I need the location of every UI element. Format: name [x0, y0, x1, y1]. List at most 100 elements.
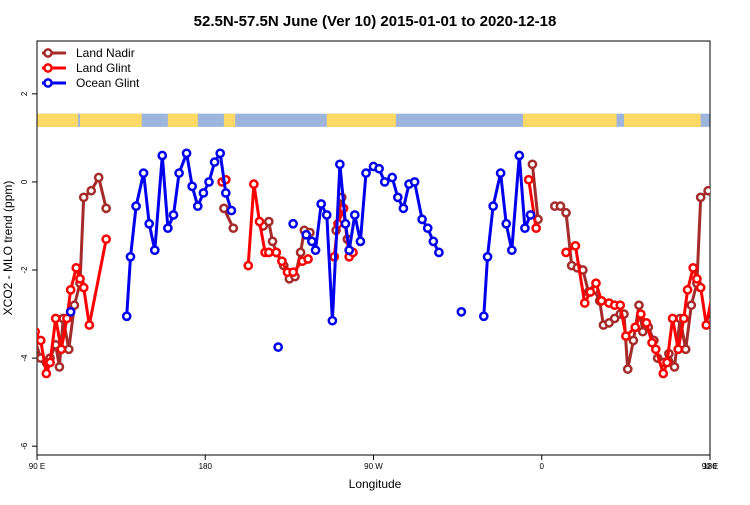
legend-label: Land Glint	[76, 61, 131, 75]
data-point	[215, 148, 226, 159]
data-point	[355, 236, 366, 247]
data-point	[379, 177, 390, 187]
data-point	[531, 223, 541, 234]
data-point	[488, 201, 498, 212]
data-point	[45, 357, 55, 368]
data-point	[555, 201, 566, 212]
data-point	[327, 315, 338, 326]
data-point	[682, 284, 693, 295]
series-line	[527, 179, 538, 229]
data-point	[263, 247, 274, 258]
y-tick-label: 0	[20, 179, 29, 184]
y-axis: -6 -4 -2 0 2	[20, 91, 37, 450]
data-point	[434, 247, 444, 258]
data-point	[310, 245, 321, 256]
data-point	[149, 245, 160, 256]
series-line	[565, 244, 710, 375]
data-point	[174, 168, 184, 178]
data-point	[561, 247, 571, 258]
data-point	[596, 296, 607, 306]
data-point	[680, 344, 691, 355]
data-point	[288, 218, 298, 229]
data-point	[701, 320, 710, 330]
data-point	[630, 322, 641, 333]
data-point	[56, 344, 67, 355]
data-point	[157, 150, 168, 161]
data-point	[78, 192, 89, 203]
data-point	[344, 245, 355, 256]
series-line	[37, 176, 108, 369]
series-land-glint	[37, 174, 710, 379]
x-tick-label: 0	[540, 462, 545, 471]
legend-label: Ocean Glint	[76, 76, 140, 90]
land-ocean-mask-strip	[37, 113, 710, 127]
data-point	[301, 229, 312, 240]
land-band	[624, 113, 701, 127]
data-point	[187, 181, 198, 192]
data-point	[209, 157, 220, 167]
data-point	[635, 309, 646, 319]
data-point	[75, 273, 85, 284]
series-land-nadir	[37, 159, 719, 374]
series-line	[305, 162, 441, 323]
data-point	[321, 210, 332, 220]
data-point	[398, 203, 409, 214]
x-tick-label: 180	[703, 462, 717, 471]
data-point	[695, 282, 706, 293]
data-point	[688, 262, 699, 273]
data-point	[93, 172, 104, 183]
data-point	[131, 201, 141, 212]
data-point	[163, 223, 173, 234]
data-point	[520, 223, 530, 234]
data-point	[303, 254, 313, 264]
data-point	[662, 357, 672, 368]
data-point	[192, 201, 203, 212]
plot-area-frame	[36, 40, 711, 456]
data-point	[267, 236, 278, 247]
data-point	[678, 313, 689, 324]
data-point	[628, 335, 639, 346]
data-point	[84, 320, 95, 330]
data-point	[228, 223, 239, 234]
data-point	[271, 247, 282, 258]
data-point	[243, 260, 254, 271]
data-point	[703, 185, 710, 196]
data-point	[63, 344, 74, 355]
data-point	[712, 174, 719, 181]
data-point	[622, 364, 633, 374]
data-point	[125, 251, 136, 262]
data-point	[495, 168, 506, 178]
data-point	[340, 218, 351, 229]
data-point	[570, 240, 581, 251]
legend-label: Land Nadir	[76, 46, 135, 60]
y-tick-label: -2	[20, 266, 29, 274]
data-point	[144, 218, 155, 229]
legend-marker	[43, 78, 53, 88]
data-point	[585, 287, 596, 297]
data-point	[249, 179, 259, 189]
data-point	[254, 216, 265, 227]
data-point	[263, 216, 274, 227]
legend-marker	[43, 63, 53, 73]
data-point	[219, 203, 229, 214]
data-point	[478, 311, 489, 322]
data-point	[54, 362, 65, 372]
x-tick-label: 180	[199, 462, 213, 471]
series-ocean-glint	[65, 148, 536, 352]
data-point	[482, 251, 493, 262]
data-point	[669, 362, 680, 372]
data-point	[78, 282, 89, 293]
data-point	[295, 247, 306, 258]
data-point	[37, 327, 40, 337]
series-line	[530, 164, 540, 220]
data-point	[501, 218, 512, 229]
x-tick-label: 90 E	[29, 462, 45, 471]
data-point	[667, 313, 678, 324]
data-point	[374, 163, 384, 174]
x-tick-label: 90 E	[702, 462, 718, 471]
data-point	[650, 344, 661, 355]
data-point	[101, 203, 112, 214]
data-point	[204, 177, 214, 187]
